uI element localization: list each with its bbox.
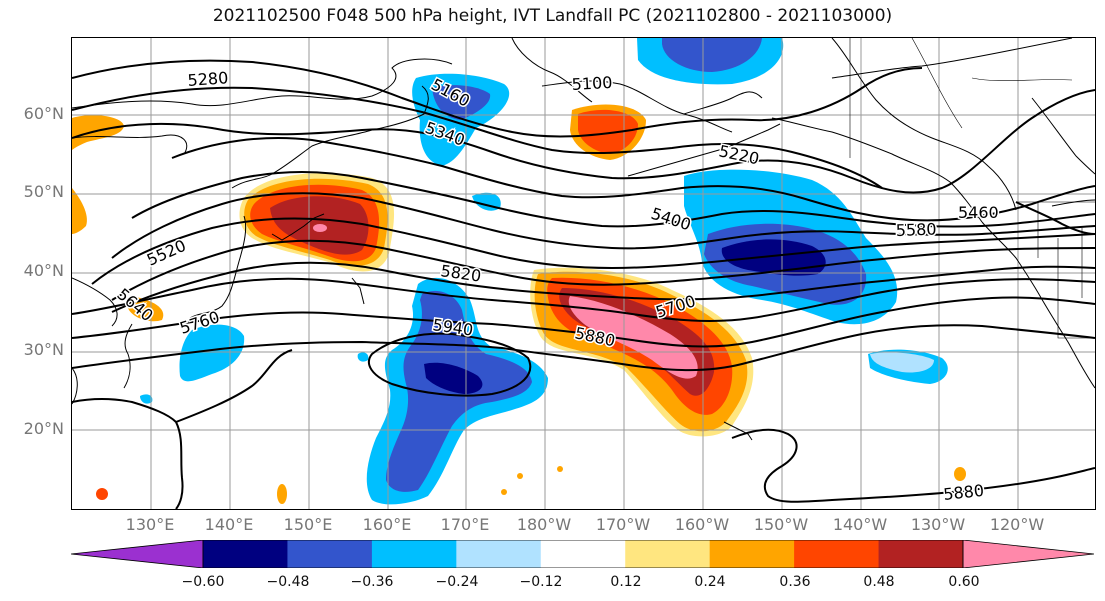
islands <box>271 123 781 441</box>
colorbar-cell <box>625 540 711 568</box>
colorbar-extend-low <box>71 540 204 568</box>
colorbar-tick-label: 0.24 <box>694 574 726 590</box>
positive-ivt-west-edge <box>72 115 287 504</box>
colorbar-tick-label: −0.36 <box>350 574 394 590</box>
lat-label-60n: 60°N <box>23 104 64 123</box>
contour-label-5580: 5580 <box>895 220 936 240</box>
colorbar-extend-high <box>962 540 1094 568</box>
lat-lon-grid <box>72 38 1095 509</box>
lon-label-140e: 140°E <box>204 515 254 534</box>
contour-label-5880-east: 5880 <box>942 481 984 504</box>
political-borders <box>849 38 1095 339</box>
negative-ivt-north <box>412 38 784 211</box>
contour-label-5280: 5280 <box>187 68 229 90</box>
colorbar-tick-label: −0.24 <box>435 574 479 590</box>
map-panel: 5280 5160 5100 5340 5220 5400 5460 5580 … <box>71 37 1096 510</box>
colorbar-tick-label: 0.48 <box>863 574 895 590</box>
lon-label-180w: 180°W <box>516 515 572 534</box>
colorbar-cell <box>709 540 795 568</box>
lat-label-30n: 30°N <box>23 340 64 359</box>
colorbar-cell <box>287 540 373 568</box>
lon-label-160w: 160°W <box>674 515 730 534</box>
colorbar-cell <box>203 540 288 568</box>
lon-label-120w: 120°W <box>989 515 1045 534</box>
lon-label-150e: 150°E <box>283 515 333 534</box>
colorbar-cell <box>794 540 880 568</box>
lon-label-150w: 150°W <box>753 515 809 534</box>
lon-label-170e: 170°E <box>440 515 490 534</box>
colorbar-tick-label: 0.12 <box>610 574 642 590</box>
map-canvas: 5280 5160 5100 5340 5220 5400 5460 5580 … <box>72 38 1095 509</box>
negative-ivt-west <box>140 324 245 404</box>
positive-ivt-central-pacific <box>530 267 754 437</box>
lon-label-170w: 170°W <box>595 515 651 534</box>
contour-label-5100: 5100 <box>571 73 613 94</box>
colorbar-tick-label: 0.60 <box>948 574 980 590</box>
coastlines <box>72 38 1095 405</box>
height-contours <box>72 59 1095 509</box>
positive-ivt-japan <box>239 173 395 272</box>
lat-label-50n: 50°N <box>23 182 64 201</box>
lat-label-20n: 20°N <box>23 419 64 438</box>
colorbar-cells <box>203 540 964 568</box>
lon-label-140w: 140°W <box>832 515 888 534</box>
colorbar <box>71 540 1094 568</box>
colorbar-cell <box>371 540 457 568</box>
lon-label-130e: 130°E <box>125 515 175 534</box>
negative-ivt-central-pacific <box>357 277 548 505</box>
colorbar-tick-label: −0.48 <box>266 574 310 590</box>
lon-label-160e: 160°E <box>362 515 412 534</box>
map-title: 2021102500 F048 500 hPa height, IVT Land… <box>212 6 893 26</box>
colorbar-tick-label: −0.60 <box>181 574 225 590</box>
colorbar-cell <box>878 540 964 568</box>
contour-label-5820: 5820 <box>439 261 482 285</box>
colorbar-cell <box>456 540 542 568</box>
lon-label-130w: 130°W <box>910 515 966 534</box>
colorbar-tick-label: −0.12 <box>519 574 563 590</box>
lat-label-40n: 40°N <box>23 261 64 280</box>
contour-label-5460: 5460 <box>958 203 999 222</box>
colorbar-cell <box>540 540 626 568</box>
colorbar-tick-label: 0.36 <box>779 574 811 590</box>
